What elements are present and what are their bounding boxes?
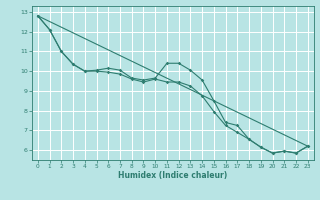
- X-axis label: Humidex (Indice chaleur): Humidex (Indice chaleur): [118, 171, 228, 180]
